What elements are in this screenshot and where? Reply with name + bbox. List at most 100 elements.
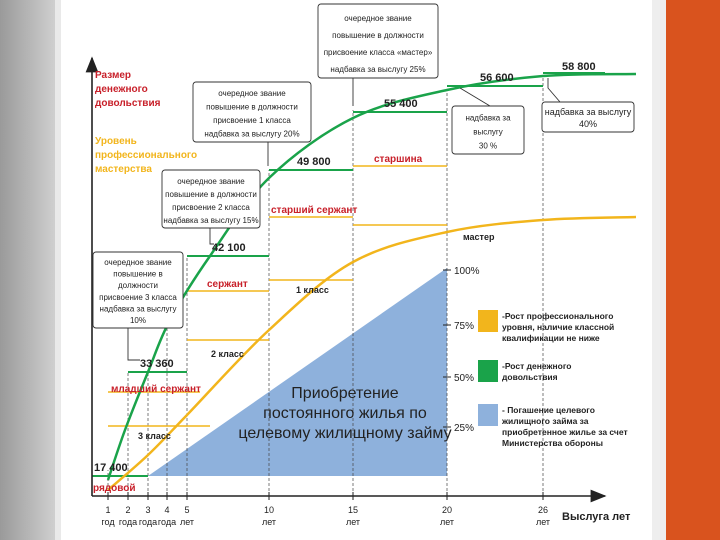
x-tick-unit: лет	[536, 517, 550, 527]
y-axis-title-money: Размер	[95, 70, 131, 81]
callout-line: должности	[118, 281, 158, 290]
rank-label: старший сержант	[271, 205, 357, 216]
x-tick-label: 26	[538, 505, 548, 515]
y-axis-title-money: довольствия	[95, 98, 161, 109]
x-tick-label: 5	[184, 505, 189, 515]
callout-line: повышение в должности	[206, 103, 298, 112]
x-tick-unit: лет	[262, 517, 276, 527]
housing-tick-label: 25%	[454, 423, 474, 434]
right-frame-light	[652, 0, 666, 540]
callout-box	[317, 3, 439, 79]
x-tick-unit: года	[158, 517, 176, 527]
legend-text: Министерства обороны	[502, 438, 603, 448]
callout-box	[92, 251, 184, 329]
callout-line: надбавка за выслугу 25%	[330, 65, 425, 74]
x-tick-label: 3	[145, 505, 150, 515]
housing-label-line: постоянного жилья по	[263, 405, 427, 422]
x-tick-label: 20	[442, 505, 452, 515]
callout-line: надбавка за выслугу 20%	[204, 130, 299, 139]
callout-line: надбавка за выслугу 15%	[163, 216, 258, 225]
x-tick-label: 2	[125, 505, 130, 515]
callout-box	[161, 169, 261, 229]
x-tick-label: 1	[105, 505, 110, 515]
callout-line: очередное звание	[177, 177, 245, 186]
callout-line: 30 %	[479, 142, 497, 151]
x-tick-unit: год	[101, 517, 115, 527]
rank-label: сержант	[207, 279, 248, 290]
callout-box	[451, 105, 525, 155]
left-frame-bar	[0, 0, 55, 540]
callout-line: повышение в должности	[165, 190, 257, 199]
legend-text: -Рост профессионального	[502, 311, 613, 321]
rank-label: младший сержант	[111, 384, 201, 395]
x-tick-unit: года	[139, 517, 157, 527]
y-axis-title-skill: профессионального	[95, 149, 197, 161]
money-value: 55 400	[384, 98, 418, 110]
callout-line: надбавка за выслугу	[545, 107, 632, 117]
callout-line: 10%	[130, 316, 146, 325]
callout-line: надбавка за	[465, 114, 511, 123]
x-tick-label: 10	[264, 505, 274, 515]
housing-tick-label: 75%	[454, 321, 474, 332]
callout-line: повышение в должности	[332, 31, 424, 40]
x-tick-unit: года	[119, 517, 137, 527]
skill-level-label: 3 класс	[138, 431, 171, 441]
legend-swatch	[478, 360, 498, 382]
callout-pointer	[127, 328, 140, 361]
money-curve	[106, 72, 637, 481]
callout-pointer	[459, 87, 491, 107]
callout-line: присвоение 1 класса	[213, 116, 291, 125]
callout-box	[541, 101, 635, 133]
legend-text: приобретенное жилье за счет	[502, 427, 628, 437]
callout-line: надбавка за выслугу	[100, 304, 177, 313]
x-tick-label: 15	[348, 505, 358, 515]
housing-tick-label: 100%	[454, 266, 480, 277]
rank-label: старшина	[374, 154, 423, 165]
callout-pointer	[209, 228, 214, 245]
housing-label-line: Приобретение	[291, 385, 398, 402]
money-value: 56 600	[480, 72, 514, 84]
skill-level-label: 1 класс	[296, 285, 329, 295]
rank-label: рядовой	[93, 483, 136, 494]
x-tick-unit: лет	[180, 517, 194, 527]
right-frame-bar	[666, 0, 720, 540]
callout-line: присвоение 3 класса	[99, 293, 177, 302]
x-axis-title: Выслуга лет	[562, 511, 631, 523]
legend-text: -Рост денежного	[502, 361, 571, 371]
legend-text: квалификации не ниже	[502, 333, 600, 343]
y-axis-title-skill: Уровень	[95, 136, 137, 147]
x-tick-label: 4	[164, 505, 169, 515]
skill-level-label: мастер	[463, 232, 495, 242]
legend-swatch	[478, 310, 498, 332]
legend-text: жилищного займа за	[501, 416, 589, 426]
money-value: 42 100	[212, 242, 246, 254]
callout-line: повышение в	[113, 269, 162, 278]
housing-triangle	[148, 268, 447, 476]
housing-label-line: целевому жилищному займу	[238, 425, 451, 442]
skill-curve	[107, 215, 637, 491]
callout-line: 40%	[579, 119, 597, 129]
legend-text: уровня, наличие классной	[502, 322, 614, 332]
callout-box	[192, 81, 312, 143]
callout-pointer	[547, 78, 561, 103]
legend-text: - Погашение целевого	[502, 405, 595, 415]
callout-line: очередное звание	[344, 14, 412, 23]
skill-level-label: 2 класс	[211, 349, 244, 359]
x-tick-unit: лет	[440, 517, 454, 527]
callout-line: присвоение 2 класса	[172, 203, 250, 212]
left-frame-edge	[55, 0, 61, 540]
callout-line: выслугу	[473, 128, 503, 137]
x-tick-unit: лет	[346, 517, 360, 527]
money-value: 17 400	[94, 462, 128, 474]
legend-swatch	[478, 404, 498, 426]
callout-line: очередное звание	[218, 89, 286, 98]
y-axis-title-skill: мастерства	[95, 164, 152, 175]
legend-text: довольствия	[502, 372, 558, 382]
money-value: 33 360	[140, 358, 174, 370]
callout-line: присвоение класса «мастер»	[324, 48, 433, 57]
callout-line: очередное звание	[104, 258, 172, 267]
money-value: 49 800	[297, 156, 331, 168]
housing-tick-label: 50%	[454, 373, 474, 384]
money-value: 58 800	[562, 61, 596, 73]
